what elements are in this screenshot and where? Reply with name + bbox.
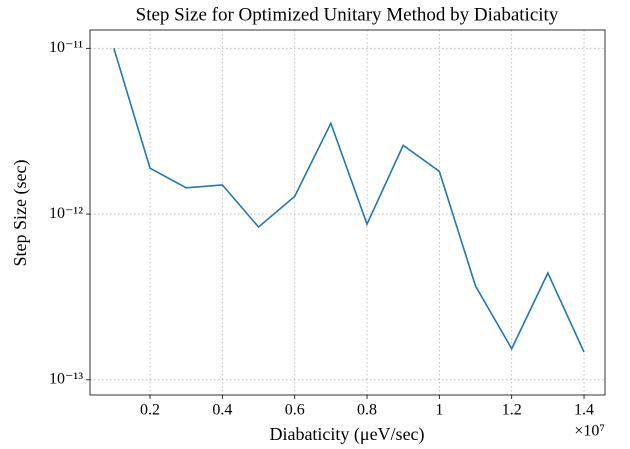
x-tick-label: 1.2 (502, 402, 522, 419)
x-tick-label: 0.6 (285, 402, 305, 419)
x-axis-label: Diabaticity (μeV/sec) (269, 424, 424, 445)
x-tick-label: 0.4 (212, 402, 232, 419)
data-line (113, 48, 585, 353)
y-tick-label: 10⁻¹³ (49, 371, 83, 388)
x-tick-label: 0.8 (357, 402, 377, 419)
y-tick-label: 10⁻¹² (49, 205, 83, 222)
y-axis-label: Step Size (sec) (10, 160, 31, 267)
plot-frame (89, 29, 606, 396)
y-tick-label: 10⁻¹¹ (49, 39, 83, 56)
x-tick-label: 1 (435, 402, 443, 419)
x-offset-label: ×10⁷ (574, 423, 605, 440)
chart-title: Step Size for Optimized Unitary Method b… (136, 4, 559, 25)
x-tick-label: 1.4 (574, 402, 594, 419)
x-tick-label: 0.2 (140, 402, 160, 419)
